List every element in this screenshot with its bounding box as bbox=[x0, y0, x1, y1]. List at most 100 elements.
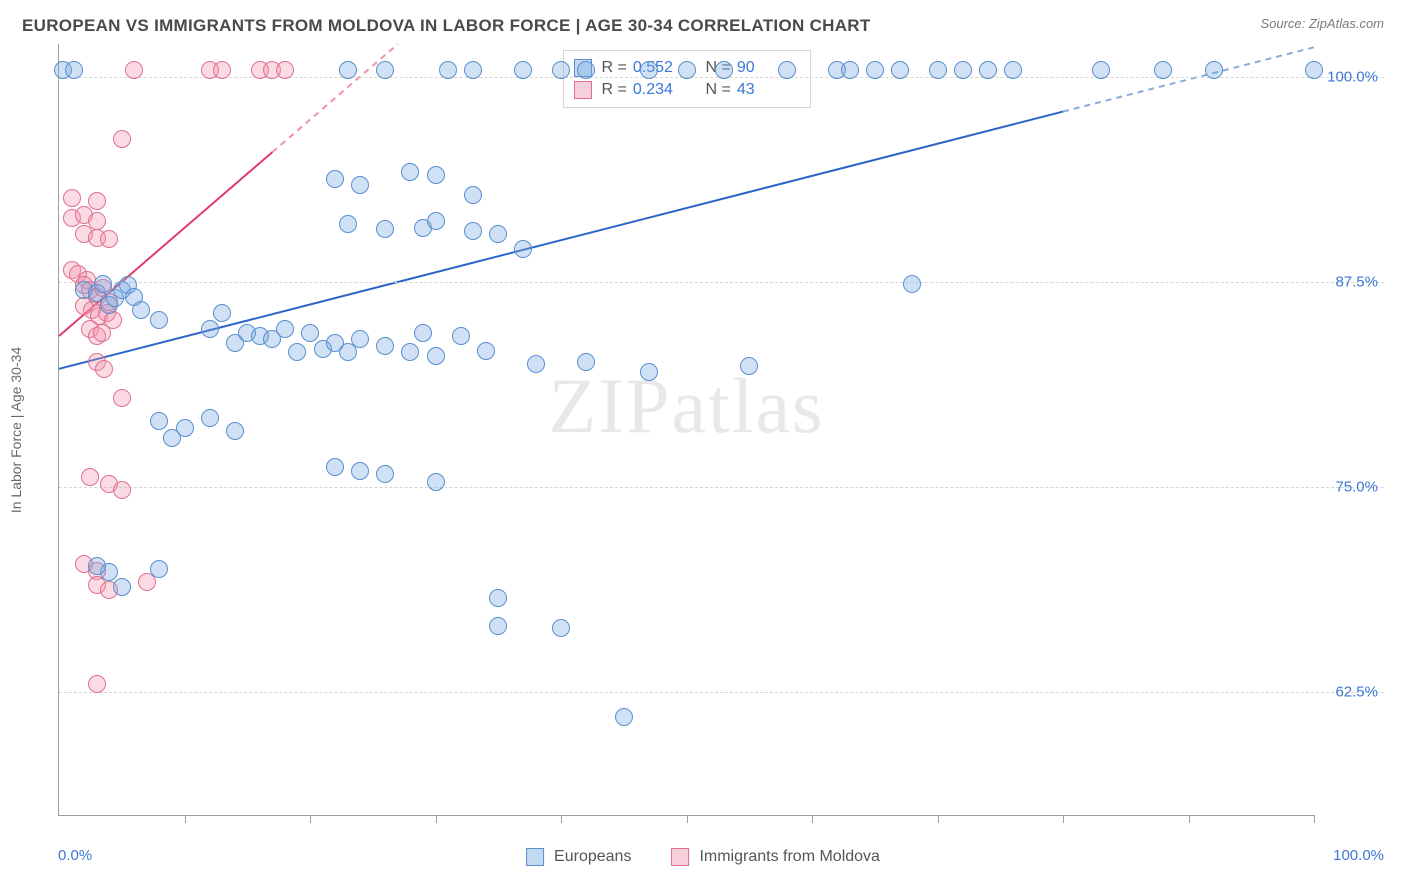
stat-label: R = bbox=[602, 81, 627, 99]
data-point bbox=[489, 225, 507, 243]
x-tick bbox=[938, 815, 939, 823]
data-point bbox=[1305, 61, 1323, 79]
x-axis-min-label: 0.0% bbox=[58, 847, 92, 864]
data-point bbox=[577, 61, 595, 79]
legend-item: Europeans bbox=[526, 848, 631, 866]
data-point bbox=[489, 589, 507, 607]
data-point bbox=[288, 343, 306, 361]
stat-n-value: 90 bbox=[737, 59, 755, 77]
data-point bbox=[427, 166, 445, 184]
legend-item: Immigrants from Moldova bbox=[671, 848, 880, 866]
data-point bbox=[326, 458, 344, 476]
data-point bbox=[276, 61, 294, 79]
data-point bbox=[414, 324, 432, 342]
data-point bbox=[113, 481, 131, 499]
stat-r-value: 0.234 bbox=[633, 81, 673, 99]
legend-swatch bbox=[671, 848, 689, 866]
data-point bbox=[401, 343, 419, 361]
data-point bbox=[351, 176, 369, 194]
data-point bbox=[113, 130, 131, 148]
data-point bbox=[150, 311, 168, 329]
x-tick bbox=[812, 815, 813, 823]
data-point bbox=[891, 61, 909, 79]
data-point bbox=[514, 61, 532, 79]
data-point bbox=[100, 230, 118, 248]
data-point bbox=[866, 61, 884, 79]
data-point bbox=[339, 61, 357, 79]
data-point bbox=[81, 468, 99, 486]
data-point bbox=[841, 61, 859, 79]
data-point bbox=[464, 61, 482, 79]
data-point bbox=[95, 360, 113, 378]
legend-label: Europeans bbox=[554, 848, 631, 866]
x-tick bbox=[310, 815, 311, 823]
x-axis-max-label: 100.0% bbox=[1333, 847, 1384, 864]
data-point bbox=[301, 324, 319, 342]
y-axis-label: In Labor Force | Age 30-34 bbox=[8, 347, 24, 513]
y-tick-label: 75.0% bbox=[1335, 478, 1378, 495]
data-point bbox=[979, 61, 997, 79]
data-point bbox=[176, 419, 194, 437]
series-legend: Europeans Immigrants from Moldova bbox=[526, 848, 880, 866]
data-point bbox=[1004, 61, 1022, 79]
data-point bbox=[577, 353, 595, 371]
correlation-chart: In Labor Force | Age 30-34 ZIPatlas R =0… bbox=[22, 44, 1384, 816]
legend-swatch bbox=[574, 81, 592, 99]
data-point bbox=[376, 220, 394, 238]
data-point bbox=[464, 222, 482, 240]
x-tick bbox=[1063, 815, 1064, 823]
y-tick-label: 62.5% bbox=[1335, 683, 1378, 700]
data-point bbox=[1092, 61, 1110, 79]
data-point bbox=[778, 61, 796, 79]
trend-lines bbox=[59, 44, 1314, 815]
x-tick bbox=[436, 815, 437, 823]
data-point bbox=[552, 61, 570, 79]
stats-row: R =0.234N =43 bbox=[574, 79, 800, 101]
data-point bbox=[376, 61, 394, 79]
x-tick bbox=[185, 815, 186, 823]
data-point bbox=[477, 342, 495, 360]
data-point bbox=[427, 212, 445, 230]
data-point bbox=[452, 327, 470, 345]
data-point bbox=[615, 708, 633, 726]
data-point bbox=[514, 240, 532, 258]
data-point bbox=[439, 61, 457, 79]
legend-label: Immigrants from Moldova bbox=[699, 848, 880, 866]
data-point bbox=[640, 61, 658, 79]
data-point bbox=[489, 617, 507, 635]
x-tick bbox=[687, 815, 688, 823]
data-point bbox=[954, 61, 972, 79]
data-point bbox=[125, 61, 143, 79]
source-attribution: Source: ZipAtlas.com bbox=[1260, 16, 1384, 31]
stat-label: N = bbox=[706, 81, 731, 99]
data-point bbox=[640, 363, 658, 381]
data-point bbox=[213, 304, 231, 322]
data-point bbox=[339, 215, 357, 233]
data-point bbox=[113, 389, 131, 407]
data-point bbox=[93, 324, 111, 342]
data-point bbox=[678, 61, 696, 79]
data-point bbox=[201, 320, 219, 338]
data-point bbox=[1154, 61, 1172, 79]
y-tick-label: 87.5% bbox=[1335, 273, 1378, 290]
data-point bbox=[88, 675, 106, 693]
stat-label: R = bbox=[602, 59, 627, 77]
data-point bbox=[552, 619, 570, 637]
data-point bbox=[1205, 61, 1223, 79]
data-point bbox=[527, 355, 545, 373]
data-point bbox=[326, 170, 344, 188]
plot-area: ZIPatlas R =0.552N =90R =0.234N =43 62.5… bbox=[58, 44, 1314, 816]
data-point bbox=[376, 337, 394, 355]
gridline bbox=[59, 487, 1384, 488]
data-point bbox=[201, 409, 219, 427]
data-point bbox=[427, 347, 445, 365]
data-point bbox=[132, 301, 150, 319]
data-point bbox=[903, 275, 921, 293]
x-tick bbox=[561, 815, 562, 823]
legend-swatch bbox=[526, 848, 544, 866]
data-point bbox=[715, 61, 733, 79]
data-point bbox=[376, 465, 394, 483]
data-point bbox=[351, 330, 369, 348]
data-point bbox=[150, 412, 168, 430]
data-point bbox=[464, 186, 482, 204]
